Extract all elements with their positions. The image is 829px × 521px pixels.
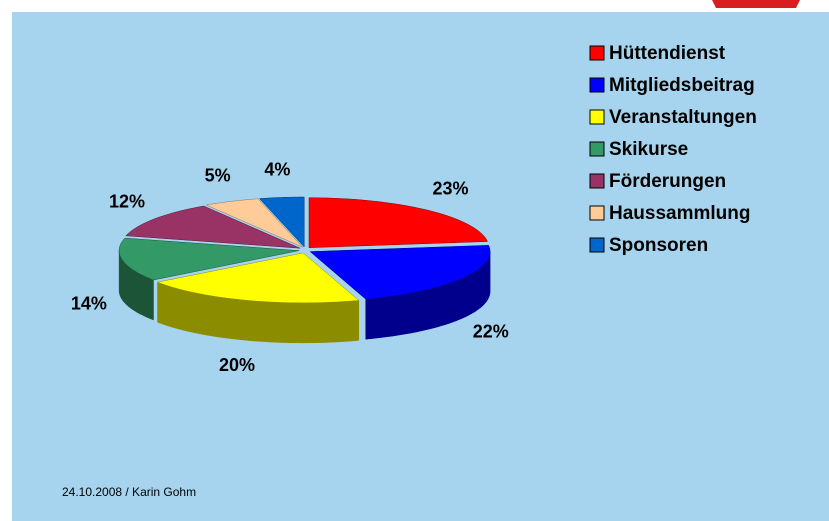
- legend-swatch: [589, 237, 605, 253]
- slice: [258, 196, 305, 248]
- legend-swatch: [589, 141, 605, 157]
- legend-swatch: [589, 205, 605, 221]
- legend-label: Sponsoren: [609, 235, 708, 256]
- legend-label: Mitgliedsbeitrag: [609, 75, 755, 96]
- legend-swatch: [589, 109, 605, 125]
- data-label: 23%: [432, 179, 468, 199]
- legend-label: Förderungen: [609, 171, 726, 192]
- legend-label: Veranstaltungen: [609, 107, 757, 128]
- logo: [712, 0, 800, 8]
- legend-label: Haussammlung: [609, 203, 750, 224]
- data-label: 12%: [109, 192, 145, 212]
- legend-label: Hüttendienst: [609, 43, 726, 64]
- slice: [156, 252, 360, 304]
- legend-label: Skikurse: [609, 139, 688, 160]
- pie-walls: [118, 250, 491, 344]
- slice: [118, 237, 300, 281]
- slice: [205, 198, 303, 248]
- data-label: 22%: [473, 322, 509, 342]
- data-label: 5%: [205, 165, 231, 185]
- legend-swatch: [589, 173, 605, 189]
- legend-swatch: [589, 77, 605, 93]
- legend-swatch: [589, 45, 605, 61]
- footer: 24.10.2008 / Karin Gohm: [62, 485, 196, 499]
- pie-tops: [118, 196, 491, 304]
- slice: [309, 245, 491, 300]
- data-label: 14%: [71, 294, 107, 314]
- data-label: 4%: [264, 159, 290, 179]
- slice: [125, 205, 301, 249]
- data-label: 20%: [219, 355, 255, 375]
- slice: [308, 197, 488, 248]
